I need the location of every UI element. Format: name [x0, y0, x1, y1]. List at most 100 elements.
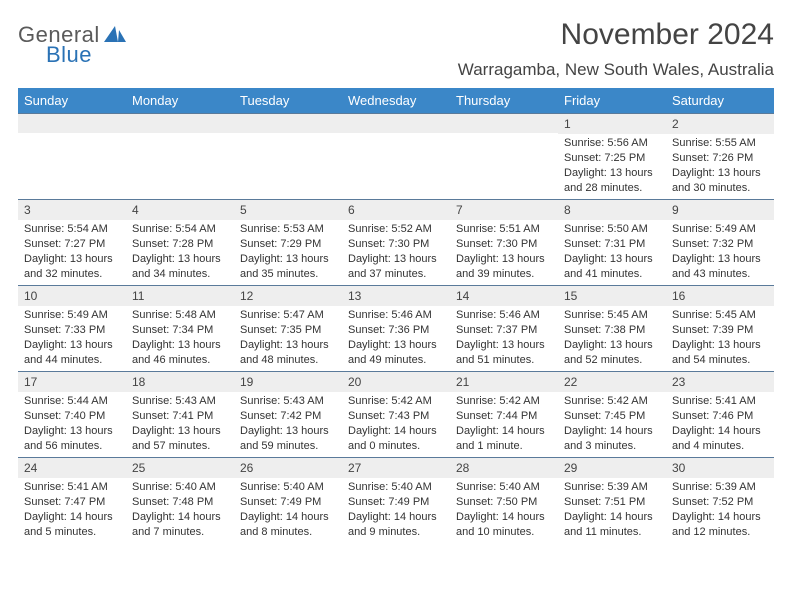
calendar-day-cell: 8Sunrise: 5:50 AMSunset: 7:31 PMDaylight… [558, 199, 666, 285]
day-number: 5 [234, 199, 342, 220]
day-number: 14 [450, 285, 558, 306]
day-body: Sunrise: 5:53 AMSunset: 7:29 PMDaylight:… [234, 220, 342, 283]
sunrise-text: Sunrise: 5:48 AM [132, 308, 228, 323]
day-body: Sunrise: 5:39 AMSunset: 7:52 PMDaylight:… [666, 478, 774, 541]
calendar-day-cell [450, 113, 558, 199]
calendar-header-row: Sunday Monday Tuesday Wednesday Thursday… [18, 88, 774, 113]
sunset-text: Sunset: 7:39 PM [672, 323, 768, 338]
calendar-week-row: 3Sunrise: 5:54 AMSunset: 7:27 PMDaylight… [18, 199, 774, 285]
sunrise-text: Sunrise: 5:50 AM [564, 222, 660, 237]
day-body: Sunrise: 5:49 AMSunset: 7:32 PMDaylight:… [666, 220, 774, 283]
sunrise-text: Sunrise: 5:40 AM [132, 480, 228, 495]
day-number: 23 [666, 371, 774, 392]
daylight-text: Daylight: 14 hours and 12 minutes. [672, 510, 768, 540]
daylight-text: Daylight: 13 hours and 28 minutes. [564, 166, 660, 196]
sunrise-text: Sunrise: 5:42 AM [456, 394, 552, 409]
day-body: Sunrise: 5:44 AMSunset: 7:40 PMDaylight:… [18, 392, 126, 455]
sunrise-text: Sunrise: 5:45 AM [564, 308, 660, 323]
sunrise-text: Sunrise: 5:40 AM [456, 480, 552, 495]
calendar-day-cell: 2Sunrise: 5:55 AMSunset: 7:26 PMDaylight… [666, 113, 774, 199]
sunset-text: Sunset: 7:34 PM [132, 323, 228, 338]
daylight-text: Daylight: 13 hours and 49 minutes. [348, 338, 444, 368]
calendar-day-cell: 19Sunrise: 5:43 AMSunset: 7:42 PMDayligh… [234, 371, 342, 457]
calendar-day-cell: 11Sunrise: 5:48 AMSunset: 7:34 PMDayligh… [126, 285, 234, 371]
sunrise-text: Sunrise: 5:44 AM [24, 394, 120, 409]
day-body: Sunrise: 5:40 AMSunset: 7:49 PMDaylight:… [234, 478, 342, 541]
sunrise-text: Sunrise: 5:54 AM [132, 222, 228, 237]
day-body: Sunrise: 5:41 AMSunset: 7:47 PMDaylight:… [18, 478, 126, 541]
sunrise-text: Sunrise: 5:40 AM [348, 480, 444, 495]
calendar-week-row: 24Sunrise: 5:41 AMSunset: 7:47 PMDayligh… [18, 457, 774, 543]
sunrise-text: Sunrise: 5:52 AM [348, 222, 444, 237]
day-body: Sunrise: 5:51 AMSunset: 7:30 PMDaylight:… [450, 220, 558, 283]
calendar-day-cell: 23Sunrise: 5:41 AMSunset: 7:46 PMDayligh… [666, 371, 774, 457]
sunrise-text: Sunrise: 5:42 AM [348, 394, 444, 409]
sunset-text: Sunset: 7:28 PM [132, 237, 228, 252]
sunrise-text: Sunrise: 5:45 AM [672, 308, 768, 323]
sunset-text: Sunset: 7:33 PM [24, 323, 120, 338]
sunset-text: Sunset: 7:27 PM [24, 237, 120, 252]
sunrise-text: Sunrise: 5:41 AM [672, 394, 768, 409]
day-body: Sunrise: 5:40 AMSunset: 7:48 PMDaylight:… [126, 478, 234, 541]
sunset-text: Sunset: 7:32 PM [672, 237, 768, 252]
daylight-text: Daylight: 14 hours and 10 minutes. [456, 510, 552, 540]
sunset-text: Sunset: 7:30 PM [456, 237, 552, 252]
day-body: Sunrise: 5:42 AMSunset: 7:43 PMDaylight:… [342, 392, 450, 455]
daylight-text: Daylight: 13 hours and 30 minutes. [672, 166, 768, 196]
calendar-day-cell [342, 113, 450, 199]
calendar-day-cell: 17Sunrise: 5:44 AMSunset: 7:40 PMDayligh… [18, 371, 126, 457]
col-thursday: Thursday [450, 88, 558, 113]
sunset-text: Sunset: 7:46 PM [672, 409, 768, 424]
daylight-text: Daylight: 13 hours and 56 minutes. [24, 424, 120, 454]
day-body: Sunrise: 5:50 AMSunset: 7:31 PMDaylight:… [558, 220, 666, 283]
calendar-day-cell: 25Sunrise: 5:40 AMSunset: 7:48 PMDayligh… [126, 457, 234, 543]
daylight-text: Daylight: 13 hours and 48 minutes. [240, 338, 336, 368]
day-body: Sunrise: 5:42 AMSunset: 7:44 PMDaylight:… [450, 392, 558, 455]
sunrise-text: Sunrise: 5:40 AM [240, 480, 336, 495]
day-number: 16 [666, 285, 774, 306]
calendar-day-cell: 4 Sunrise: 5:54 AMSunset: 7:28 PMDaylight… [126, 199, 234, 285]
sunset-text: Sunset: 7:51 PM [564, 495, 660, 510]
day-number: 22 [558, 371, 666, 392]
calendar-day-cell: 3Sunrise: 5:54 AMSunset: 7:27 PMDaylight… [18, 199, 126, 285]
col-monday: Monday [126, 88, 234, 113]
sunset-text: Sunset: 7:52 PM [672, 495, 768, 510]
day-number: 4 [126, 199, 234, 220]
calendar-day-cell: 28Sunrise: 5:40 AMSunset: 7:50 PMDayligh… [450, 457, 558, 543]
sunrise-text: Sunrise: 5:43 AM [132, 394, 228, 409]
calendar-day-cell: 16 Sunrise: 5:45 AMSunset: 7:39 PMDayligh… [666, 285, 774, 371]
calendar-day-cell: 15Sunrise: 5:45 AMSunset: 7:38 PMDayligh… [558, 285, 666, 371]
daylight-text: Daylight: 14 hours and 11 minutes. [564, 510, 660, 540]
day-body: Sunrise: 5:41 AMSunset: 7:46 PMDaylight:… [666, 392, 774, 455]
calendar-day-cell: 22Sunrise: 5:42 AMSunset: 7:45 PMDayligh… [558, 371, 666, 457]
calendar-week-row: 17Sunrise: 5:44 AMSunset: 7:40 PMDayligh… [18, 371, 774, 457]
daylight-text: Daylight: 13 hours and 39 minutes. [456, 252, 552, 282]
sunset-text: Sunset: 7:35 PM [240, 323, 336, 338]
daylight-text: Daylight: 14 hours and 9 minutes. [348, 510, 444, 540]
day-body: Sunrise: 5:46 AMSunset: 7:37 PMDaylight:… [450, 306, 558, 369]
col-friday: Friday [558, 88, 666, 113]
daylight-text: Daylight: 14 hours and 4 minutes. [672, 424, 768, 454]
col-saturday: Saturday [666, 88, 774, 113]
sunset-text: Sunset: 7:36 PM [348, 323, 444, 338]
day-number: 17 [18, 371, 126, 392]
sunset-text: Sunset: 7:31 PM [564, 237, 660, 252]
sunset-text: Sunset: 7:26 PM [672, 151, 768, 166]
day-number: 8 [558, 199, 666, 220]
daylight-text: Daylight: 13 hours and 34 minutes. [132, 252, 228, 282]
daylight-text: Daylight: 13 hours and 57 minutes. [132, 424, 228, 454]
calendar-day-cell [234, 113, 342, 199]
day-number: 29 [558, 457, 666, 478]
day-number: 12 [234, 285, 342, 306]
sunrise-text: Sunrise: 5:51 AM [456, 222, 552, 237]
calendar-day-cell: 21Sunrise: 5:42 AMSunset: 7:44 PMDayligh… [450, 371, 558, 457]
sunset-text: Sunset: 7:38 PM [564, 323, 660, 338]
day-number: 11 [126, 285, 234, 306]
daylight-text: Daylight: 13 hours and 52 minutes. [564, 338, 660, 368]
day-body: Sunrise: 5:52 AMSunset: 7:30 PMDaylight:… [342, 220, 450, 283]
calendar-body: 1Sunrise: 5:56 AMSunset: 7:25 PMDaylight… [18, 113, 774, 543]
daylight-text: Daylight: 14 hours and 7 minutes. [132, 510, 228, 540]
daylight-text: Daylight: 13 hours and 54 minutes. [672, 338, 768, 368]
sunset-text: Sunset: 7:29 PM [240, 237, 336, 252]
sunset-text: Sunset: 7:43 PM [348, 409, 444, 424]
